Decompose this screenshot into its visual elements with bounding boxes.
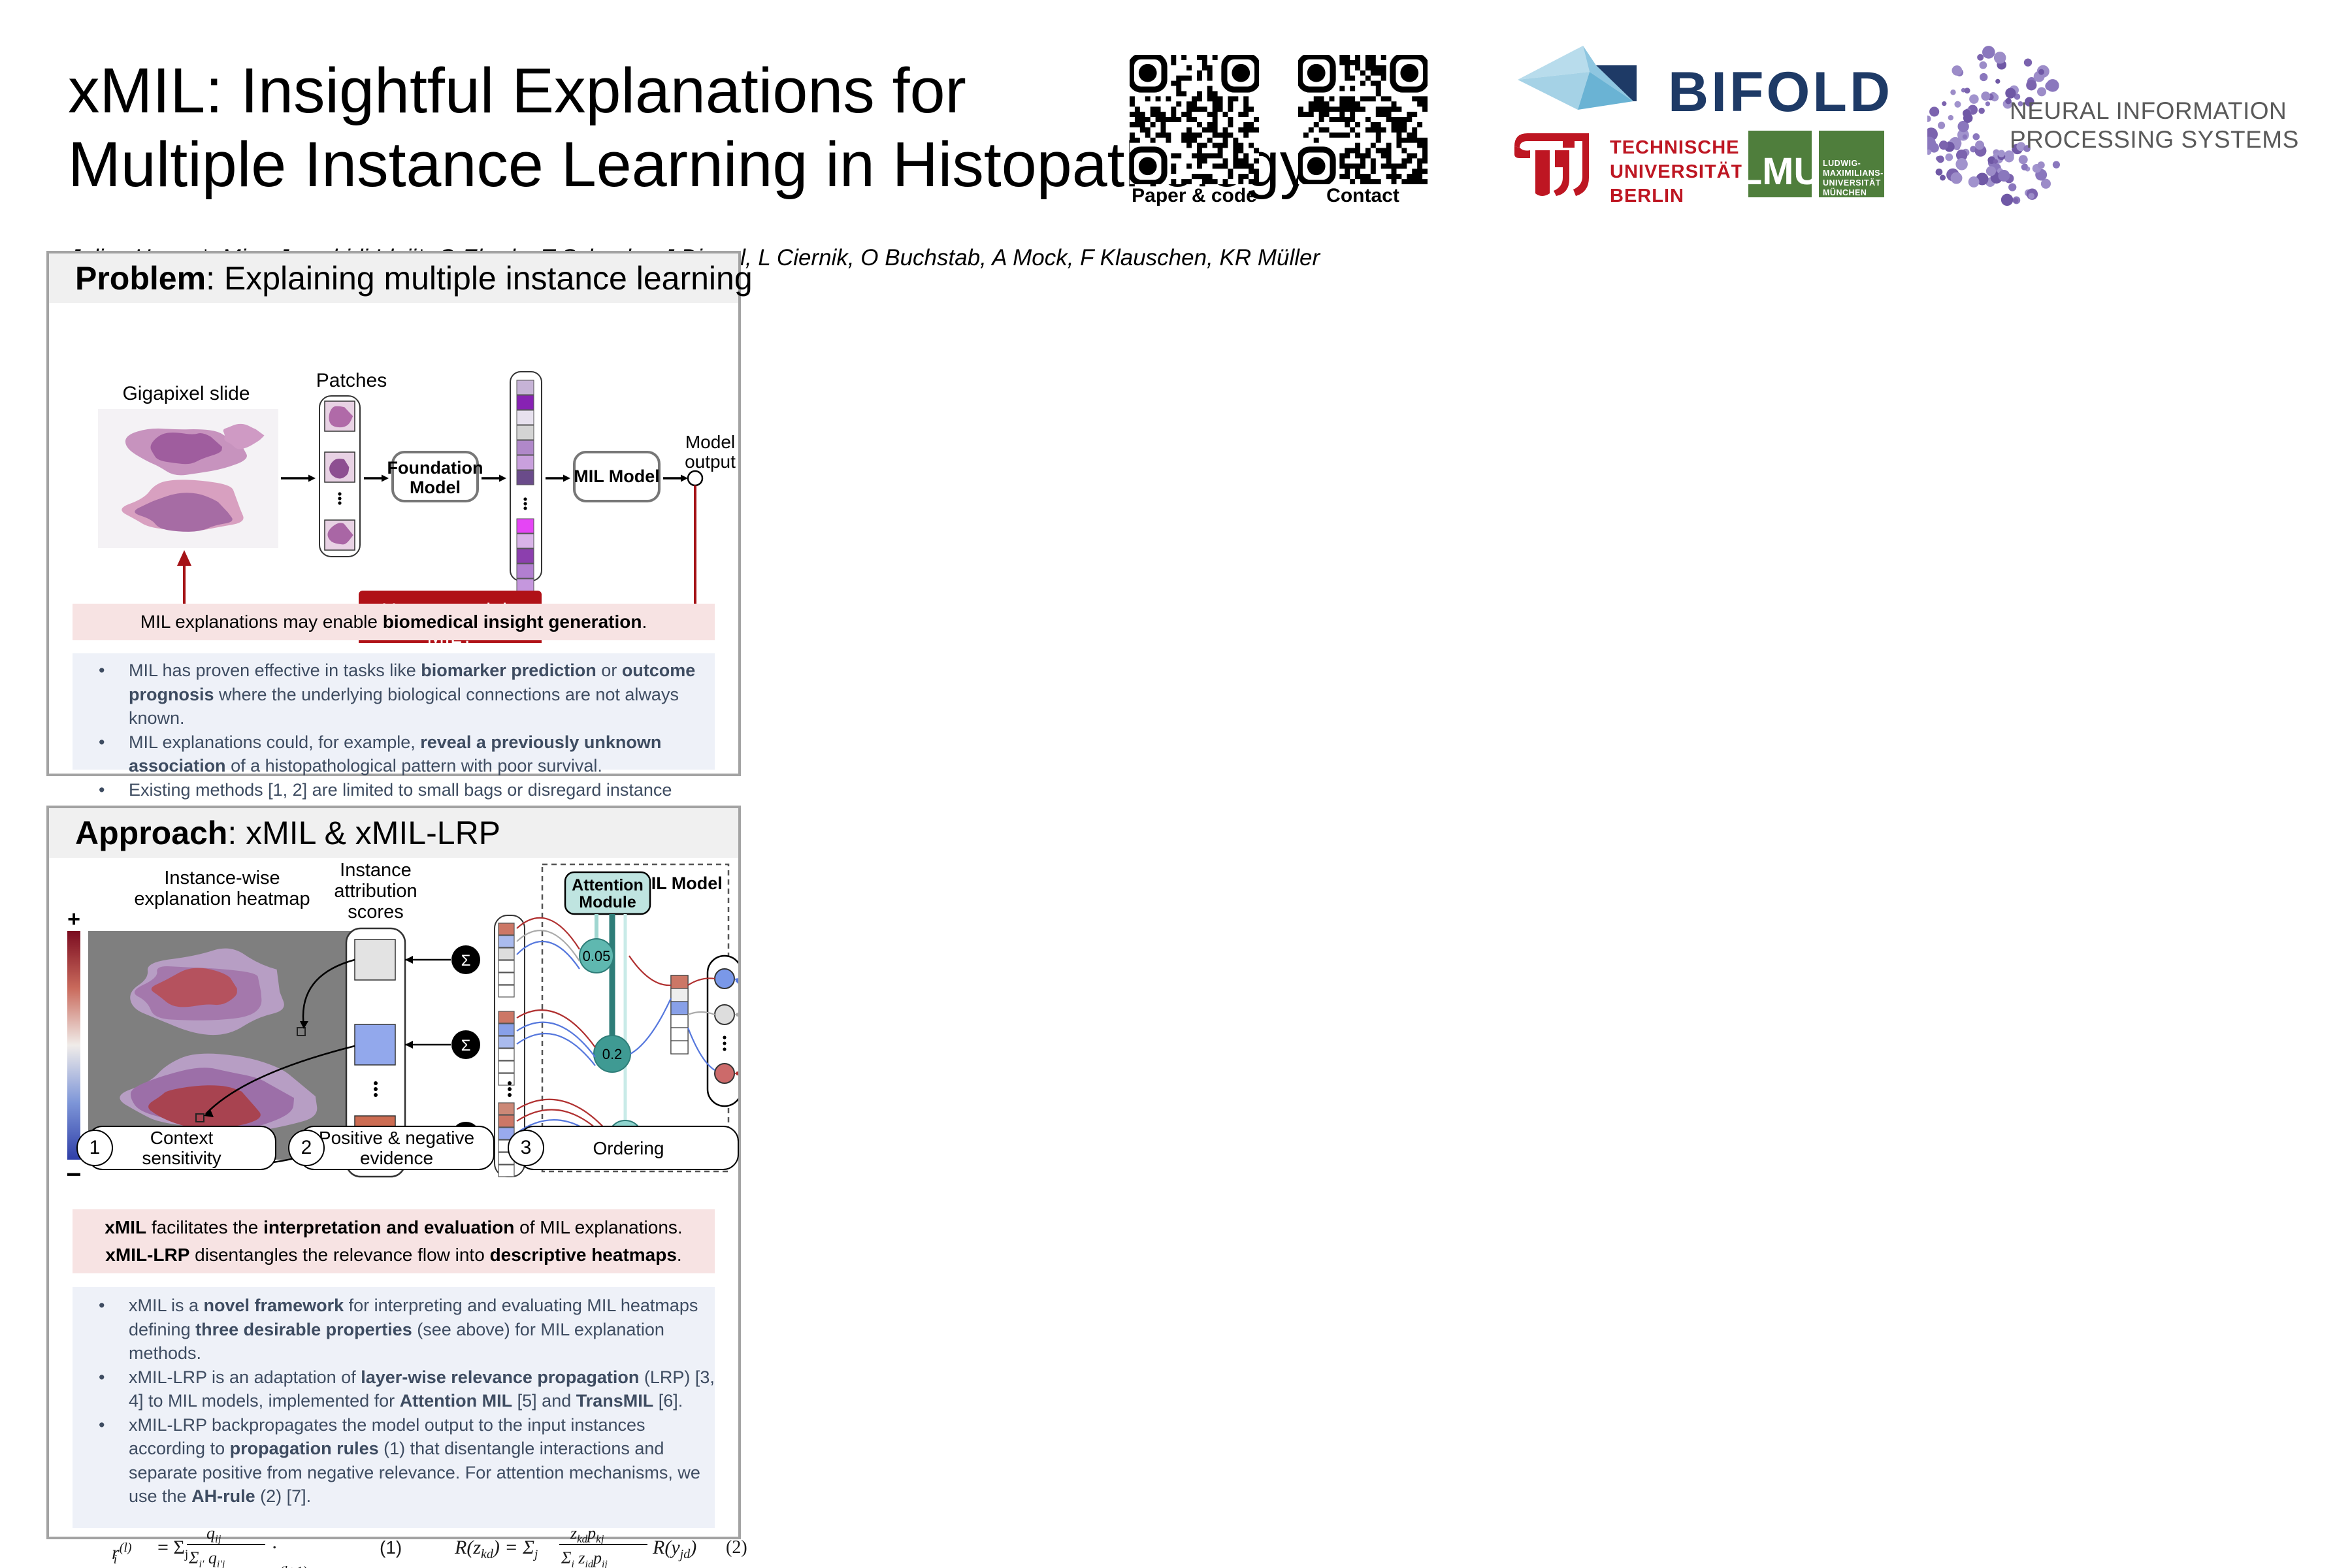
svg-text:output: output — [685, 451, 736, 472]
svg-text:Model: Model — [410, 478, 461, 497]
svg-text:Foundation: Foundation — [387, 458, 483, 478]
svg-text:Instance: Instance — [340, 860, 412, 881]
svg-text:+: + — [67, 907, 80, 932]
svg-text:MIL Model: MIL Model — [574, 466, 660, 486]
svg-text:Attention: Attention — [572, 876, 644, 894]
svg-text:scores: scores — [348, 902, 403, 923]
svg-text:0.05: 0.05 — [583, 948, 611, 964]
svg-text:Patches: Patches — [316, 370, 387, 391]
svg-text:explanation heatmap: explanation heatmap — [134, 889, 310, 909]
svg-text:0.2: 0.2 — [602, 1046, 623, 1062]
svg-text:−: − — [66, 1160, 81, 1178]
svg-text:attribution: attribution — [334, 881, 417, 902]
svg-text:Σ: Σ — [461, 1037, 471, 1054]
svg-text:Σ: Σ — [461, 952, 471, 970]
svg-text:Gigapixel slide: Gigapixel slide — [122, 383, 250, 404]
svg-text:Instance-wise: Instance-wise — [164, 868, 280, 889]
svg-text:Module: Module — [579, 893, 636, 911]
svg-text:Model: Model — [685, 432, 735, 452]
